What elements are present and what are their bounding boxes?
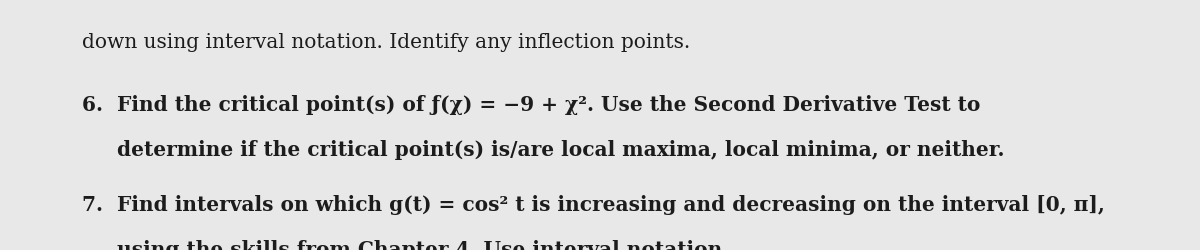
Text: determine if the critical point(s) is/are local maxima, local minima, or neither: determine if the critical point(s) is/ar… [82, 140, 1004, 160]
Text: using the skills from Chapter 4. Use interval notation.: using the skills from Chapter 4. Use int… [82, 240, 728, 250]
Text: 6.  Find the critical point(s) of ƒ(χ) = −9 + χ². Use the Second Derivative Test: 6. Find the critical point(s) of ƒ(χ) = … [82, 95, 980, 115]
Text: 7.  Find intervals on which g(t) = cos² t is increasing and decreasing on the in: 7. Find intervals on which g(t) = cos² t… [82, 195, 1104, 215]
Text: down using interval notation. Identify any inflection points.: down using interval notation. Identify a… [82, 32, 690, 52]
